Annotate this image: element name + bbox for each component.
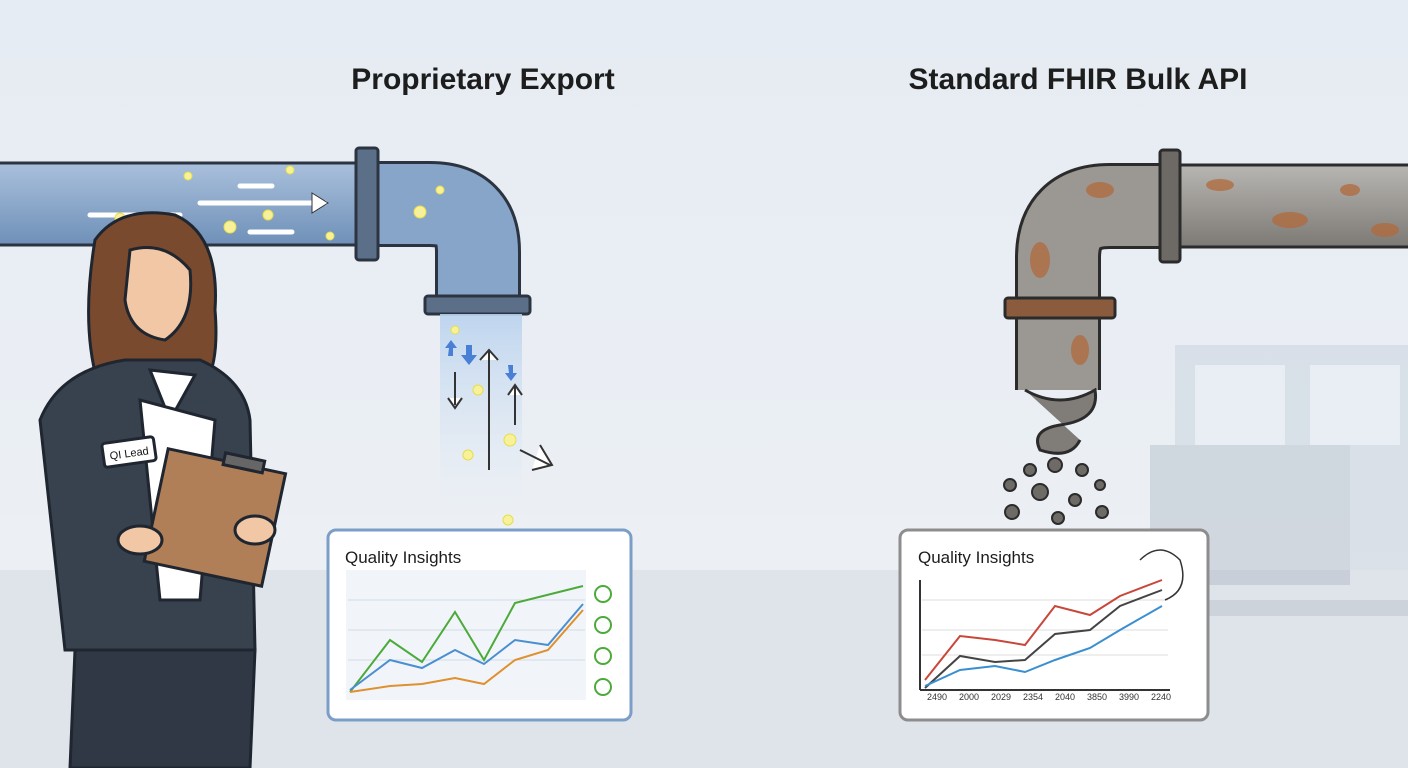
x-label: 3990 [1119,692,1139,702]
x-label: 2040 [1055,692,1075,702]
x-label: 2029 [991,692,1011,702]
x-label: 2490 [927,692,947,702]
panel-title: Standard FHIR Bulk API [909,63,1248,96]
insights-card [326,528,633,722]
insights-card [898,528,1210,722]
x-label: 2354 [1023,692,1043,702]
x-label: 2000 [959,692,979,702]
rusty-pipe [1003,148,1408,525]
office-backdrop [1130,345,1408,616]
card-title: Quality Insights [345,548,461,567]
x-label: 2240 [1151,692,1171,702]
person [38,211,288,768]
x-label: 3850 [1087,692,1107,702]
name-badge: QI Lead [109,445,149,462]
card-title: Quality Insights [918,548,1034,567]
panel-title: Proprietary Export [351,63,614,96]
x-axis-labels: 2490 2000 2029 2354 2040 3850 3990 2240 [927,692,1171,702]
